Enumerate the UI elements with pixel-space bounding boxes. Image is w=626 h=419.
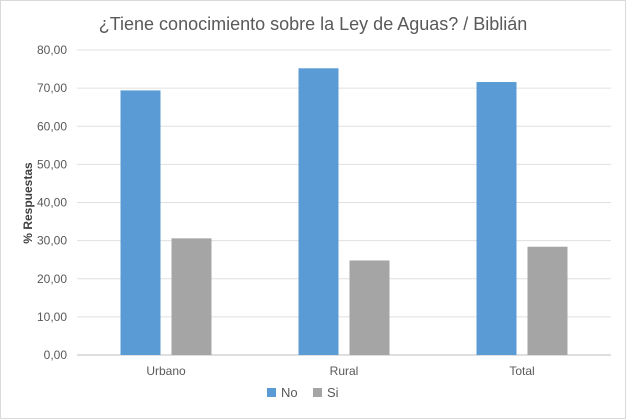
y-tick-label: 50,00 <box>37 157 67 171</box>
bar-no-urbano <box>120 90 161 355</box>
y-tick-label: 20,00 <box>37 272 67 286</box>
bar-si-total <box>527 246 568 355</box>
legend-label-si: Si <box>327 385 339 400</box>
bar-no-rural <box>298 68 339 356</box>
y-tick-label: 70,00 <box>37 81 67 95</box>
chart-title: ¿Tiene conocimiento sobre la Ley de Agua… <box>99 14 528 34</box>
bar-si-urbano <box>171 238 212 355</box>
y-axis-label: % Respuestas <box>21 162 35 244</box>
y-tick-label: 10,00 <box>37 310 67 324</box>
x-tick-labels: Urbano Rural Total <box>146 364 534 378</box>
x-tick-label: Rural <box>330 364 359 378</box>
y-tick-labels: 0,00 10,00 20,00 30,00 40,00 50,00 60,00 70,00 8… <box>37 43 67 362</box>
y-tick-label: 40,00 <box>37 196 67 210</box>
bar-si-rural <box>349 260 390 355</box>
gridlines <box>77 49 611 356</box>
y-tick-label: 30,00 <box>37 234 67 248</box>
legend-label-no: No <box>281 385 298 400</box>
y-tick-label: 60,00 <box>37 119 67 133</box>
y-tick-label: 0,00 <box>44 348 68 362</box>
x-tick-label: Urbano <box>146 364 186 378</box>
bar-no-total <box>476 82 517 356</box>
bars <box>120 68 568 356</box>
legend: No Si <box>267 385 339 400</box>
legend-swatch-si <box>313 388 322 397</box>
y-tick-label: 80,00 <box>37 43 67 57</box>
x-tick-label: Total <box>509 364 534 378</box>
legend-swatch-no <box>267 388 276 397</box>
